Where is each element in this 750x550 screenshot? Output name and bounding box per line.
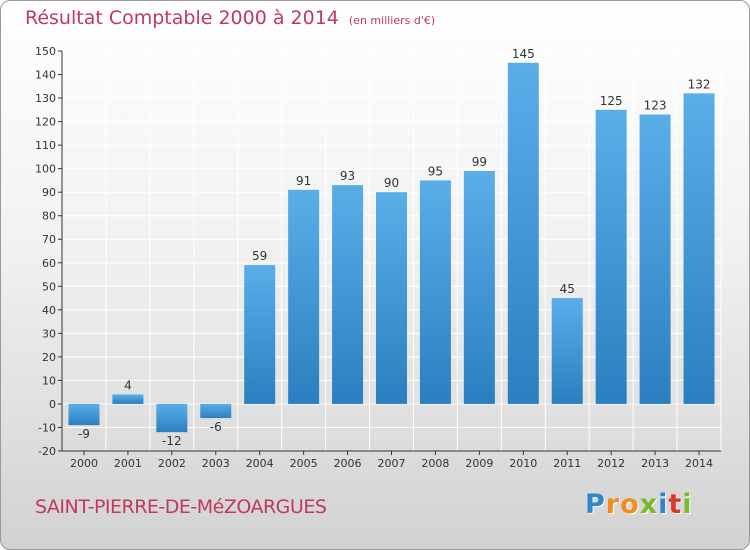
- logo-letter: o: [620, 489, 640, 520]
- proxiti-logo: Proxiti: [585, 489, 693, 520]
- logo-letter: P: [585, 489, 606, 520]
- x-tick-label: 2014: [685, 457, 713, 470]
- logo-letter: i: [682, 489, 693, 520]
- axes: -20 -10 0 10 20 30 40 50 60 70 80 90 100 110 120 130 140…: [35, 45, 721, 470]
- y-tick-label: 50: [42, 280, 56, 293]
- y-tick-label: 90: [42, 186, 56, 199]
- logo-letter: i: [658, 489, 669, 520]
- y-tick-label: 70: [42, 233, 56, 246]
- data-label: 93: [340, 169, 355, 183]
- logo-letter: t: [668, 489, 683, 520]
- y-tick-label: -20: [38, 445, 56, 458]
- data-label: -9: [78, 427, 90, 441]
- data-label: 132: [688, 77, 711, 91]
- bar-2007: [376, 192, 407, 404]
- data-labels: -9 4 -12 -6 59 91 93 90 95 99 145 45 125 123 132: [78, 47, 711, 448]
- chart-title: Résultat Comptable 2000 à 2014: [25, 7, 339, 29]
- x-tick-label: 2004: [246, 457, 274, 470]
- x-tick-label: 2007: [378, 457, 406, 470]
- y-tick-label: 120: [35, 116, 56, 129]
- y-tick-label: 140: [35, 69, 56, 82]
- data-label: 125: [600, 94, 623, 108]
- data-label: -6: [210, 420, 222, 434]
- bar-2001: [112, 394, 144, 404]
- x-tick-label: 2000: [70, 457, 98, 470]
- bar-2002: [156, 403, 188, 433]
- chart-units: (en milliers d'€): [348, 14, 436, 27]
- bar-2004: [244, 265, 276, 404]
- bar-2006: [332, 185, 364, 404]
- data-label: 123: [644, 99, 667, 113]
- data-label: 45: [560, 282, 575, 296]
- x-tick-label: 2009: [465, 457, 493, 470]
- bar-2000: [68, 403, 100, 426]
- data-label: 4: [124, 379, 132, 393]
- y-tick-label: 30: [42, 327, 56, 340]
- y-tick-label: 130: [35, 92, 56, 105]
- y-tick-label: 40: [42, 304, 56, 317]
- y-tick-label: 110: [35, 139, 56, 152]
- x-tick-label: 2013: [641, 457, 669, 470]
- data-label: -12: [162, 434, 182, 448]
- y-tick-label: 100: [35, 163, 56, 176]
- data-label: 145: [512, 47, 535, 61]
- bars: [68, 62, 715, 433]
- data-label: 99: [472, 155, 487, 169]
- bar-2008: [419, 180, 451, 404]
- bar-2003: [200, 403, 232, 419]
- x-tick-label: 2011: [553, 457, 581, 470]
- bar-2009: [463, 171, 495, 404]
- bar-2010: [507, 62, 539, 404]
- title-row: Résultat Comptable 2000 à 2014 (en millie…: [25, 7, 435, 29]
- data-label: 95: [428, 164, 443, 178]
- bar-2013: [639, 114, 671, 404]
- x-tick-label: 2002: [158, 457, 186, 470]
- x-tick-label: 2001: [114, 457, 142, 470]
- y-tick-label: 60: [42, 257, 56, 270]
- y-tick-label: 80: [42, 210, 56, 223]
- y-tick-label: 20: [42, 351, 56, 364]
- bar-2011: [551, 298, 583, 404]
- bar-2012: [595, 109, 627, 404]
- commune-name: SAINT-PIERRE-DE-MéZOARGUES: [35, 496, 327, 518]
- data-label: 91: [296, 174, 311, 188]
- bar-2005: [288, 189, 320, 404]
- x-tick-label: 2010: [509, 457, 537, 470]
- x-tick-label: 2003: [202, 457, 230, 470]
- y-tick-label: 10: [42, 374, 56, 387]
- y-tick-label: 150: [35, 45, 56, 58]
- data-label: 59: [252, 249, 267, 263]
- x-tick-label: 2012: [597, 457, 625, 470]
- x-tick-label: 2008: [421, 457, 449, 470]
- logo-letter: r: [605, 489, 621, 520]
- y-tick-label: -10: [38, 421, 56, 434]
- x-tick-label: 2005: [290, 457, 318, 470]
- bar-2014: [683, 93, 715, 404]
- x-tick-label: 2006: [334, 457, 362, 470]
- y-tick-label: 0: [49, 398, 56, 411]
- data-label: 90: [384, 176, 399, 190]
- logo-letter: x: [639, 489, 659, 520]
